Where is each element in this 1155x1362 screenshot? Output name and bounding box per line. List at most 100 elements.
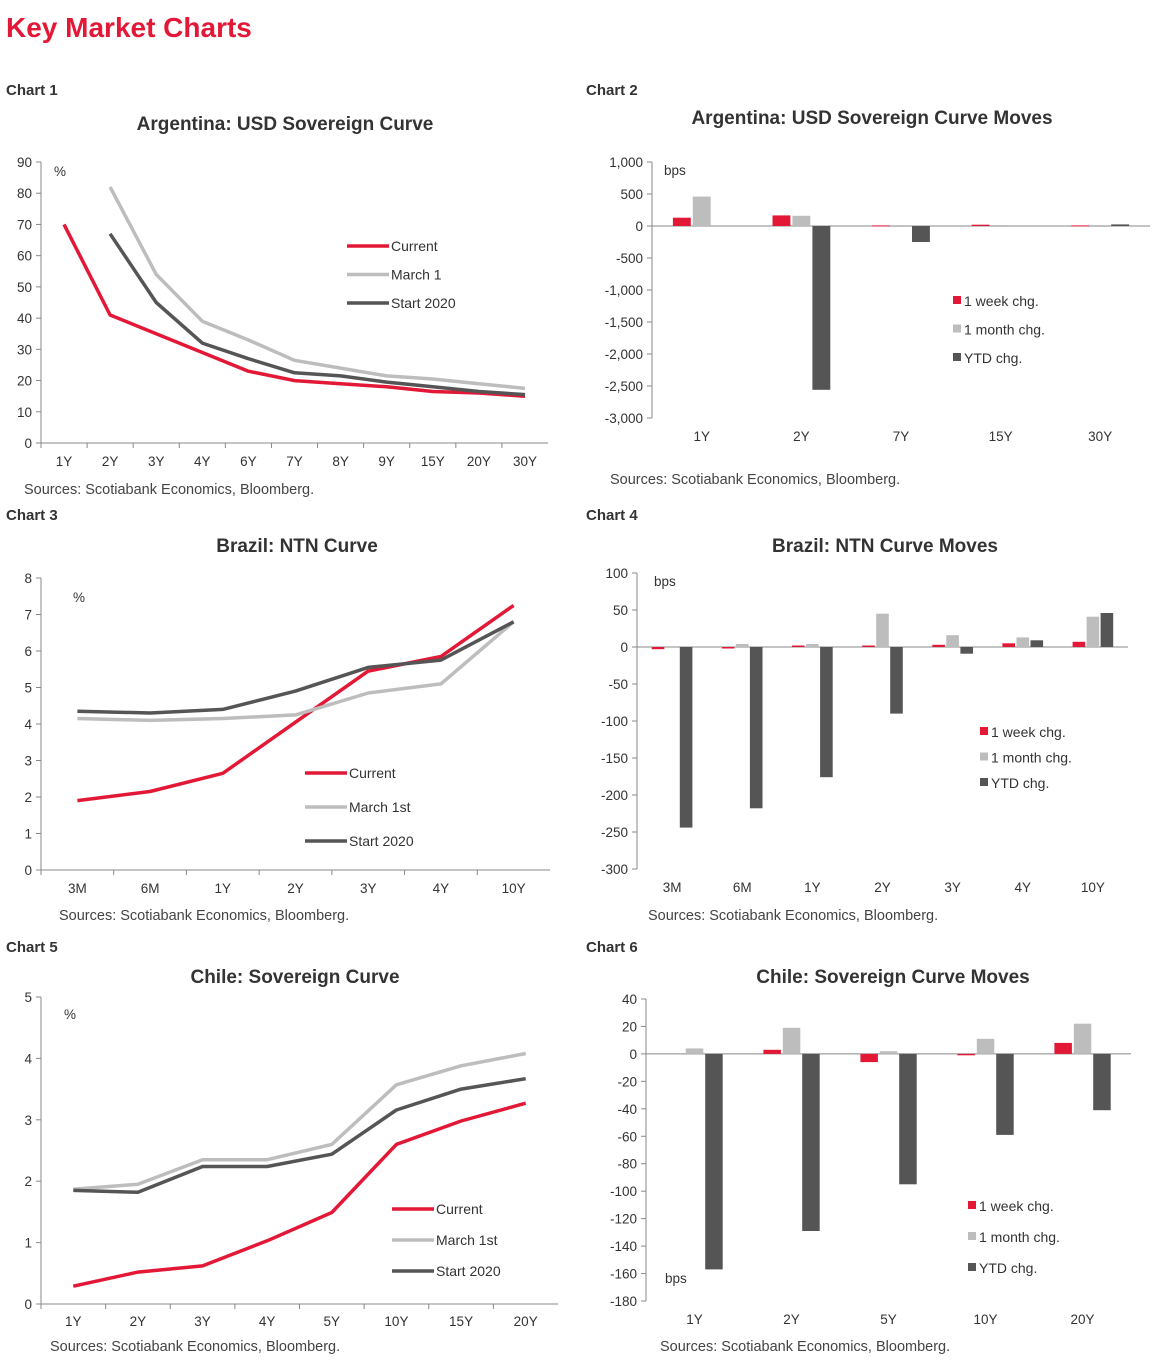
chart-4-label: Chart 4 [586,507,638,524]
chart6-y-tick-label: -120 [610,1212,637,1227]
chart1-x-tick-label: 1Y [56,454,73,469]
chart1-series-current [62,223,526,398]
chart1-unit-label: % [54,164,66,179]
chart4-bar-ytd-chg- [960,647,973,654]
chart5-y-tick-label: 1 [24,1236,32,1251]
chart5-unit-label: % [64,1007,76,1022]
chart2-legend-swatch [953,353,961,361]
chart2-y-tick-label: -2,500 [605,379,643,394]
chart3-series-current [77,603,515,803]
chart1-source: Sources: Scotiabank Economics, Bloomberg… [24,482,314,498]
chart3-y-tick-label: 4 [24,717,32,732]
chart-5-label: Chart 5 [6,939,58,956]
chart3-y-tick-label: 0 [24,863,32,878]
chart4-legend-swatch [980,778,988,786]
chart6-source: Sources: Scotiabank Economics, Bloomberg… [660,1339,950,1355]
chart6-x-tick-label: 10Y [973,1312,997,1327]
chart6-y-tick-label: 0 [629,1047,637,1062]
chart4-bar-1-month-chg- [946,635,959,647]
chart6-bar-ytd-chg- [996,1053,1014,1135]
chart6-legend-label: 1 month chg. [979,1229,1060,1245]
chart2-bar-1-week-chg- [1071,225,1090,227]
chart4-bar-ytd-chg- [1030,640,1044,647]
chart4-bar-1-month-chg- [876,613,889,647]
chart3-y-tick-label: 3 [24,754,32,769]
chart5-x-tick-label: 20Y [514,1314,538,1329]
chart4-bar-ytd-chg- [890,647,903,714]
chart4-title: Brazil: NTN Curve Moves [772,536,998,557]
chart2-source: Sources: Scotiabank Economics, Bloomberg… [610,472,900,488]
chart2-bar-1-week-chg- [971,224,990,226]
chart5-x-tick-label: 3Y [194,1314,211,1329]
chart4-bar-1-month-chg- [806,644,819,647]
chart6-bar-ytd-chg- [1093,1053,1111,1111]
chart4-bar-1-week-chg- [862,645,875,647]
chart4-legend-swatch [980,752,988,761]
chart-6-label: Chart 6 [586,939,638,956]
chart4-bar-1-week-chg- [651,647,665,650]
chart2-x-tick-label: 30Y [1088,429,1112,444]
chart4-y-tick-label: -50 [608,677,628,692]
chart4-bar-ytd-chg- [820,647,833,778]
chart3-series-march-1st [77,620,515,723]
chart1-y-tick-label: 0 [24,436,32,451]
chart4-bar-1-month-chg- [1016,637,1030,647]
chart2-bar-1-month-chg- [1091,226,1110,227]
chart2-title: Argentina: USD Sovereign Curve Moves [691,108,1052,129]
chart2-bar-1-month-chg- [892,226,910,227]
chart4-y-tick-label: -250 [601,825,628,840]
chart2-plot: Argentina: USD Sovereign Curve Moves -3,0… [605,108,1150,488]
chart4-source: Sources: Scotiabank Economics, Bloomberg… [648,908,938,924]
chart4-legend-label: 1 week chg. [991,724,1066,740]
chart4-bar-1-week-chg- [1072,641,1086,647]
chart2-x-tick-label: 2Y [793,429,810,444]
chart6-x-tick-label: 20Y [1070,1312,1094,1327]
chart6-bar-1-week-chg- [1054,1042,1072,1054]
chart3-legend-label: Current [349,765,396,781]
chart2-legend-label: YTD chg. [964,350,1022,366]
chart6-bar-1-week-chg- [763,1049,781,1054]
chart3-x-tick-label: 1Y [215,881,232,896]
chart6-plot: Chile: Sovereign Curve Moves -180 -160 -140… [610,967,1131,1355]
chart3-source: Sources: Scotiabank Economics, Bloomberg… [59,908,349,924]
chart4-x-tick-label: 3M [663,880,682,895]
chart4-x-tick-label: 3Y [944,880,961,895]
chart5-y-tick-label: 5 [24,990,32,1005]
chart5-x-tick-label: 4Y [259,1314,276,1329]
chart3-x-tick-label: 4Y [433,881,450,896]
chart2-bar-ytd-chg- [812,226,831,390]
chart4-bar-1-week-chg- [792,645,805,647]
chart1-legend-label: Current [391,238,438,254]
chart1-x-tick-label: 6Y [240,454,257,469]
chart2-bar-1-month-chg- [692,196,711,226]
chart3-unit-label: % [73,590,85,605]
chart2-bar-1-week-chg- [672,217,691,226]
chart6-bar-1-month-chg- [879,1051,898,1054]
chart2-y-tick-label: -1,000 [605,283,643,298]
chart6-bar-ytd-chg- [899,1053,917,1185]
chart1-x-tick-label: 15Y [421,454,445,469]
chart2-y-tick-label: -1,500 [605,315,643,330]
chart6-y-tick-label: -60 [617,1129,637,1144]
chart1-y-tick-label: 70 [17,217,32,232]
chart6-legend-swatch [968,1232,976,1240]
chart1-y-tick-label: 50 [17,280,32,295]
chart5-legend-label: Start 2020 [436,1263,501,1279]
chart1-legend-label: March 1 [391,267,442,283]
chart3-legend-label: March 1st [349,799,411,815]
chart4-bar-1-week-chg- [932,644,945,647]
chart2-y-tick-label: -2,000 [605,347,643,362]
chart4-bar-ytd-chg- [749,647,763,809]
chart1-series-start-2020 [108,232,526,397]
chart5-title: Chile: Sovereign Curve [190,967,399,988]
chart6-y-tick-label: -160 [610,1267,637,1282]
chart4-bar-1-month-chg- [735,644,749,647]
chart5-y-tick-label: 0 [24,1297,32,1312]
chart3-y-tick-label: 5 [24,681,32,696]
chart1-y-tick-label: 10 [17,405,32,420]
chart1-y-tick-label: 40 [17,311,32,326]
chart2-bar-ytd-chg- [1111,224,1130,226]
chart5-x-tick-label: 10Y [384,1314,408,1329]
chart4-legend-label: YTD chg. [991,775,1049,791]
chart4-legend-label: 1 month chg. [991,750,1072,766]
